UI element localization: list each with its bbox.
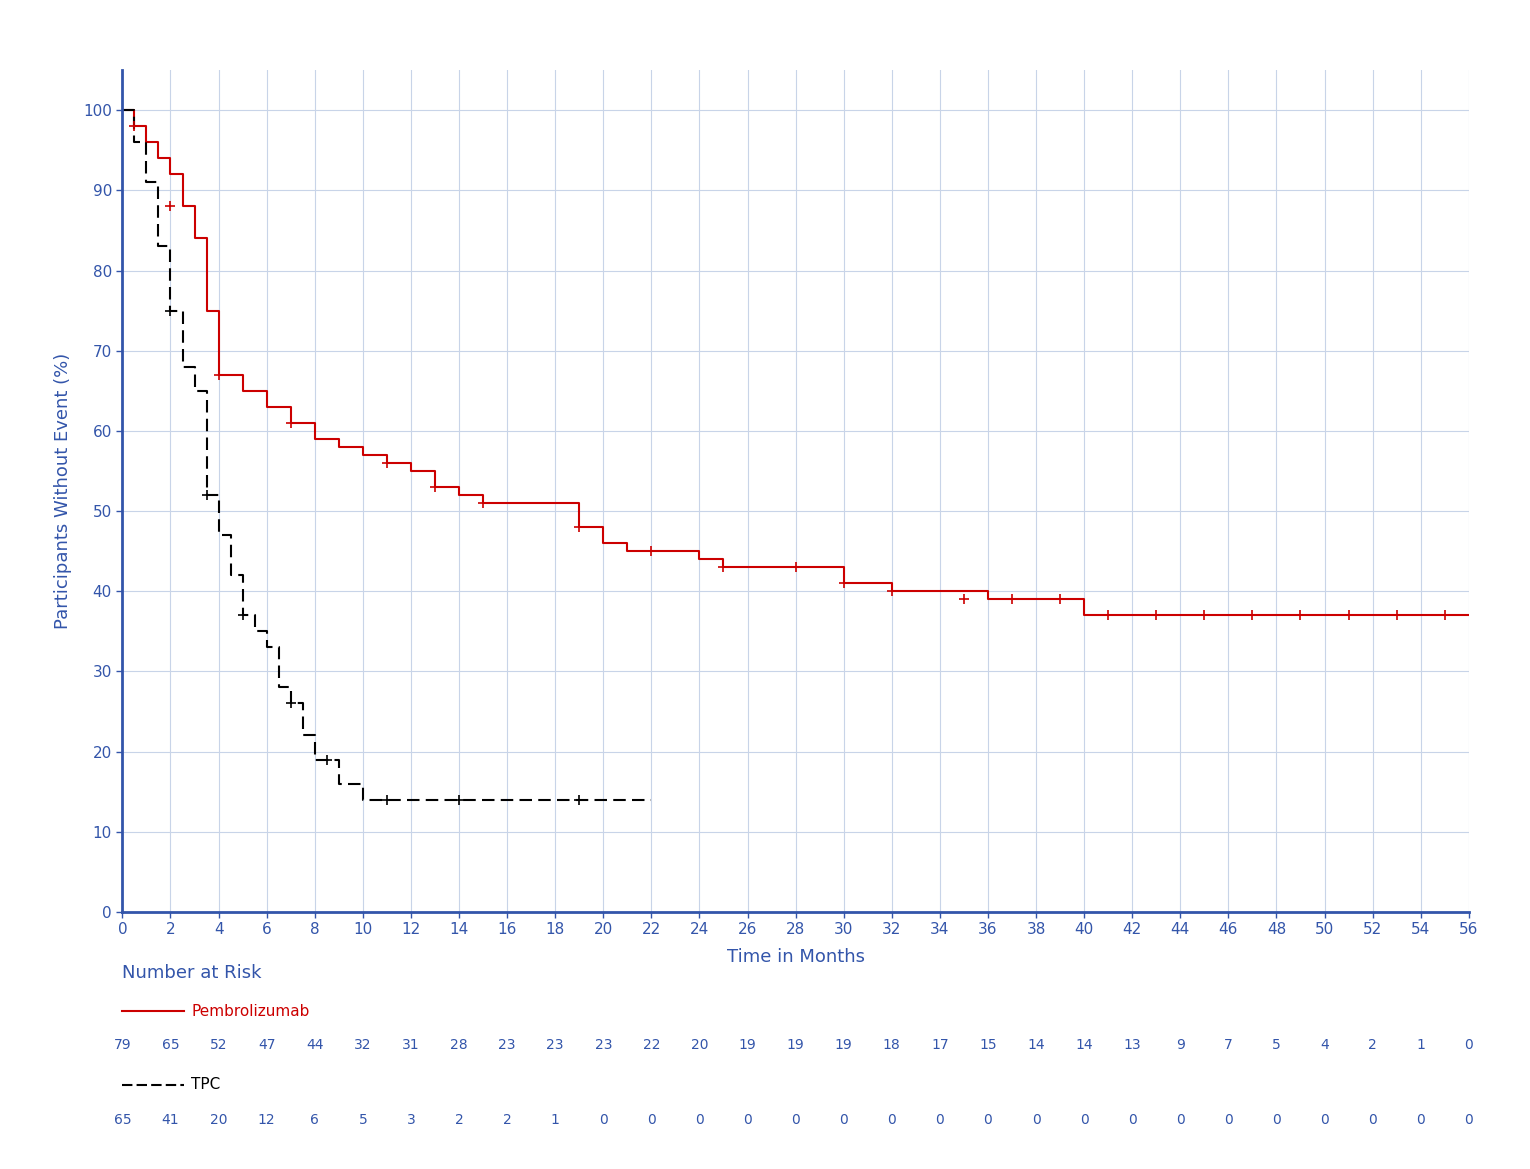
Text: 0: 0 <box>791 1113 800 1127</box>
Text: 0: 0 <box>840 1113 848 1127</box>
Text: 7: 7 <box>1224 1038 1233 1052</box>
Text: 31: 31 <box>402 1038 419 1052</box>
Text: 65: 65 <box>113 1113 132 1127</box>
Text: 19: 19 <box>835 1038 852 1052</box>
Text: 2: 2 <box>503 1113 511 1127</box>
Text: 14: 14 <box>1076 1038 1092 1052</box>
Text: 20: 20 <box>210 1113 228 1127</box>
Text: 5: 5 <box>1271 1038 1281 1052</box>
Text: 0: 0 <box>935 1113 944 1127</box>
Text: 5: 5 <box>358 1113 367 1127</box>
Text: 9: 9 <box>1177 1038 1184 1052</box>
Text: 0: 0 <box>1128 1113 1137 1127</box>
Text: 41: 41 <box>162 1113 179 1127</box>
Text: 0: 0 <box>1271 1113 1281 1127</box>
Text: 12: 12 <box>259 1113 275 1127</box>
Text: Number at Risk: Number at Risk <box>122 964 262 982</box>
Text: 0: 0 <box>598 1113 607 1127</box>
Text: 0: 0 <box>1368 1113 1377 1127</box>
Text: 14: 14 <box>1027 1038 1045 1052</box>
Text: 23: 23 <box>546 1038 565 1052</box>
Text: 3: 3 <box>407 1113 415 1127</box>
Text: 28: 28 <box>450 1038 468 1052</box>
Text: 2: 2 <box>454 1113 464 1127</box>
Text: 1: 1 <box>1417 1038 1424 1052</box>
Text: 22: 22 <box>643 1038 659 1052</box>
Text: 1: 1 <box>551 1113 560 1127</box>
Text: TPC: TPC <box>191 1078 220 1092</box>
Text: 0: 0 <box>695 1113 704 1127</box>
Text: 47: 47 <box>259 1038 275 1052</box>
Text: 19: 19 <box>786 1038 805 1052</box>
Text: 0: 0 <box>1031 1113 1040 1127</box>
Text: 2: 2 <box>1368 1038 1377 1052</box>
Text: 0: 0 <box>1320 1113 1330 1127</box>
Text: 44: 44 <box>306 1038 323 1052</box>
Y-axis label: Participants Without Event (%): Participants Without Event (%) <box>54 353 72 629</box>
Text: 0: 0 <box>647 1113 656 1127</box>
Text: 23: 23 <box>499 1038 516 1052</box>
Text: Pembrolizumab: Pembrolizumab <box>191 1004 309 1018</box>
Text: 4: 4 <box>1320 1038 1330 1052</box>
Text: 0: 0 <box>1464 1113 1473 1127</box>
Text: 20: 20 <box>690 1038 708 1052</box>
Text: 0: 0 <box>1224 1113 1233 1127</box>
Text: 13: 13 <box>1123 1038 1141 1052</box>
Text: 0: 0 <box>744 1113 751 1127</box>
X-axis label: Time in Months: Time in Months <box>727 948 864 967</box>
Text: 18: 18 <box>883 1038 901 1052</box>
Text: 0: 0 <box>984 1113 993 1127</box>
Text: 0: 0 <box>1177 1113 1184 1127</box>
Text: 79: 79 <box>113 1038 132 1052</box>
Text: 52: 52 <box>210 1038 228 1052</box>
Text: 0: 0 <box>1417 1113 1424 1127</box>
Text: 17: 17 <box>932 1038 949 1052</box>
Text: 15: 15 <box>979 1038 996 1052</box>
Text: 0: 0 <box>1464 1038 1473 1052</box>
Text: 32: 32 <box>353 1038 372 1052</box>
Text: 0: 0 <box>1080 1113 1088 1127</box>
Text: 65: 65 <box>162 1038 179 1052</box>
Text: 0: 0 <box>887 1113 897 1127</box>
Text: 6: 6 <box>311 1113 320 1127</box>
Text: 19: 19 <box>739 1038 756 1052</box>
Text: 23: 23 <box>595 1038 612 1052</box>
